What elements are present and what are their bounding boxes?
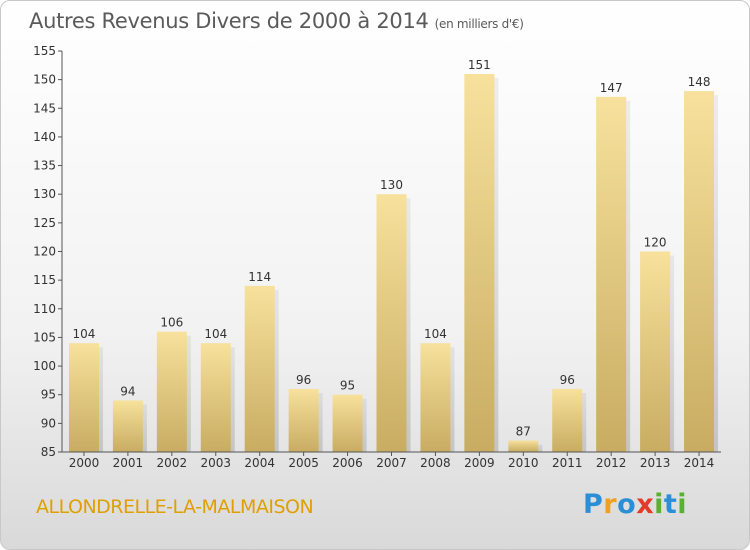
y-tick-label-145: 145 <box>33 101 56 115</box>
proxiti-logo: Proxiti <box>583 489 687 520</box>
bar-2013 <box>640 251 671 452</box>
value-label-2000: 104 <box>73 327 96 341</box>
x-tick-label-2007: 2007 <box>376 456 407 470</box>
x-tick-label-2006: 2006 <box>332 456 363 470</box>
bar-2012 <box>596 96 627 452</box>
y-tick-label-150: 150 <box>33 73 56 87</box>
x-tick-label-2001: 2001 <box>113 456 144 470</box>
value-label-2004: 114 <box>248 270 271 284</box>
y-axis-ticks: 85 90 95 100 105 110 115 120 125 130 135 140 145 150 1… <box>33 44 62 459</box>
value-label-2001: 94 <box>120 384 135 398</box>
y-tick-label-100: 100 <box>33 359 56 373</box>
x-tick-label-2012: 2012 <box>596 456 627 470</box>
chart-title: Autres Revenus Divers de 2000 à 2014 (en … <box>29 9 524 33</box>
y-tick-label-155: 155 <box>33 44 56 58</box>
logo-letter: i <box>677 489 688 520</box>
logo-letter: i <box>654 489 664 520</box>
value-label-2006: 95 <box>340 379 355 393</box>
value-label-2007: 130 <box>380 178 403 192</box>
town-name: ALLONDRELLE-LA-MALMAISON <box>36 496 314 518</box>
y-tick-label-135: 135 <box>33 159 56 173</box>
logo-letter: r <box>603 489 618 520</box>
x-tick-label-2004: 2004 <box>244 456 275 470</box>
bar-2004 <box>244 285 275 452</box>
y-tick-label-115: 115 <box>33 273 56 287</box>
value-label-2002: 106 <box>160 316 183 330</box>
bar-2011 <box>552 388 583 452</box>
value-label-2009: 151 <box>468 58 491 72</box>
value-label-2005: 96 <box>296 373 311 387</box>
chart-title-text: Autres Revenus Divers de 2000 à 2014 <box>29 9 429 33</box>
y-tick-label-105: 105 <box>33 330 56 344</box>
bar-2010 <box>508 440 539 452</box>
value-label-2011: 96 <box>560 373 575 387</box>
y-tick-label-130: 130 <box>33 187 56 201</box>
x-tick-label-2013: 2013 <box>640 456 671 470</box>
x-tick-label-2003: 2003 <box>200 456 231 470</box>
bar-2002 <box>156 331 187 452</box>
logo-letter: x <box>636 489 655 520</box>
value-label-2010: 87 <box>516 425 531 439</box>
bar-2006 <box>332 394 363 452</box>
x-axis-ticks: 2000 2001 2002 2003 2004 2005 2006 2007 2008 2009… <box>69 452 715 470</box>
y-tick-label-120: 120 <box>33 245 56 259</box>
value-label-2008: 104 <box>424 327 447 341</box>
bar-2014 <box>684 91 715 452</box>
value-label-2014: 148 <box>688 75 711 89</box>
x-tick-label-2008: 2008 <box>420 456 451 470</box>
value-label-2003: 104 <box>204 327 227 341</box>
value-label-2012: 147 <box>600 81 623 95</box>
x-tick-label-2005: 2005 <box>288 456 319 470</box>
value-label-2013: 120 <box>644 236 667 250</box>
bar-2001 <box>112 400 143 452</box>
bar-2003 <box>200 343 231 452</box>
x-tick-label-2002: 2002 <box>157 456 188 470</box>
y-tick-label-95: 95 <box>41 388 56 402</box>
bars-group <box>68 73 715 453</box>
y-tick-label-110: 110 <box>33 302 56 316</box>
y-tick-label-90: 90 <box>41 416 56 430</box>
value-labels: 104 94 106 104 114 96 95 130 104 151 87 96 147 120 148 <box>73 58 711 439</box>
y-tick-label-140: 140 <box>33 130 56 144</box>
bar-2009 <box>464 73 495 453</box>
logo-letter: t <box>663 489 678 520</box>
x-tick-label-2014: 2014 <box>684 456 715 470</box>
logo-letter: P <box>583 489 604 520</box>
bar-2008 <box>420 343 451 452</box>
y-tick-label-85: 85 <box>41 445 56 459</box>
bar-2000 <box>68 343 99 452</box>
bar-2005 <box>288 388 319 452</box>
logo-letter: o <box>617 489 637 520</box>
chart-subtitle: (en milliers d'€) <box>434 17 524 31</box>
x-tick-label-2000: 2000 <box>69 456 100 470</box>
bar-2007 <box>376 194 407 452</box>
x-tick-label-2009: 2009 <box>464 456 495 470</box>
x-tick-label-2010: 2010 <box>508 456 539 470</box>
x-tick-label-2011: 2011 <box>552 456 583 470</box>
y-tick-label-125: 125 <box>33 216 56 230</box>
